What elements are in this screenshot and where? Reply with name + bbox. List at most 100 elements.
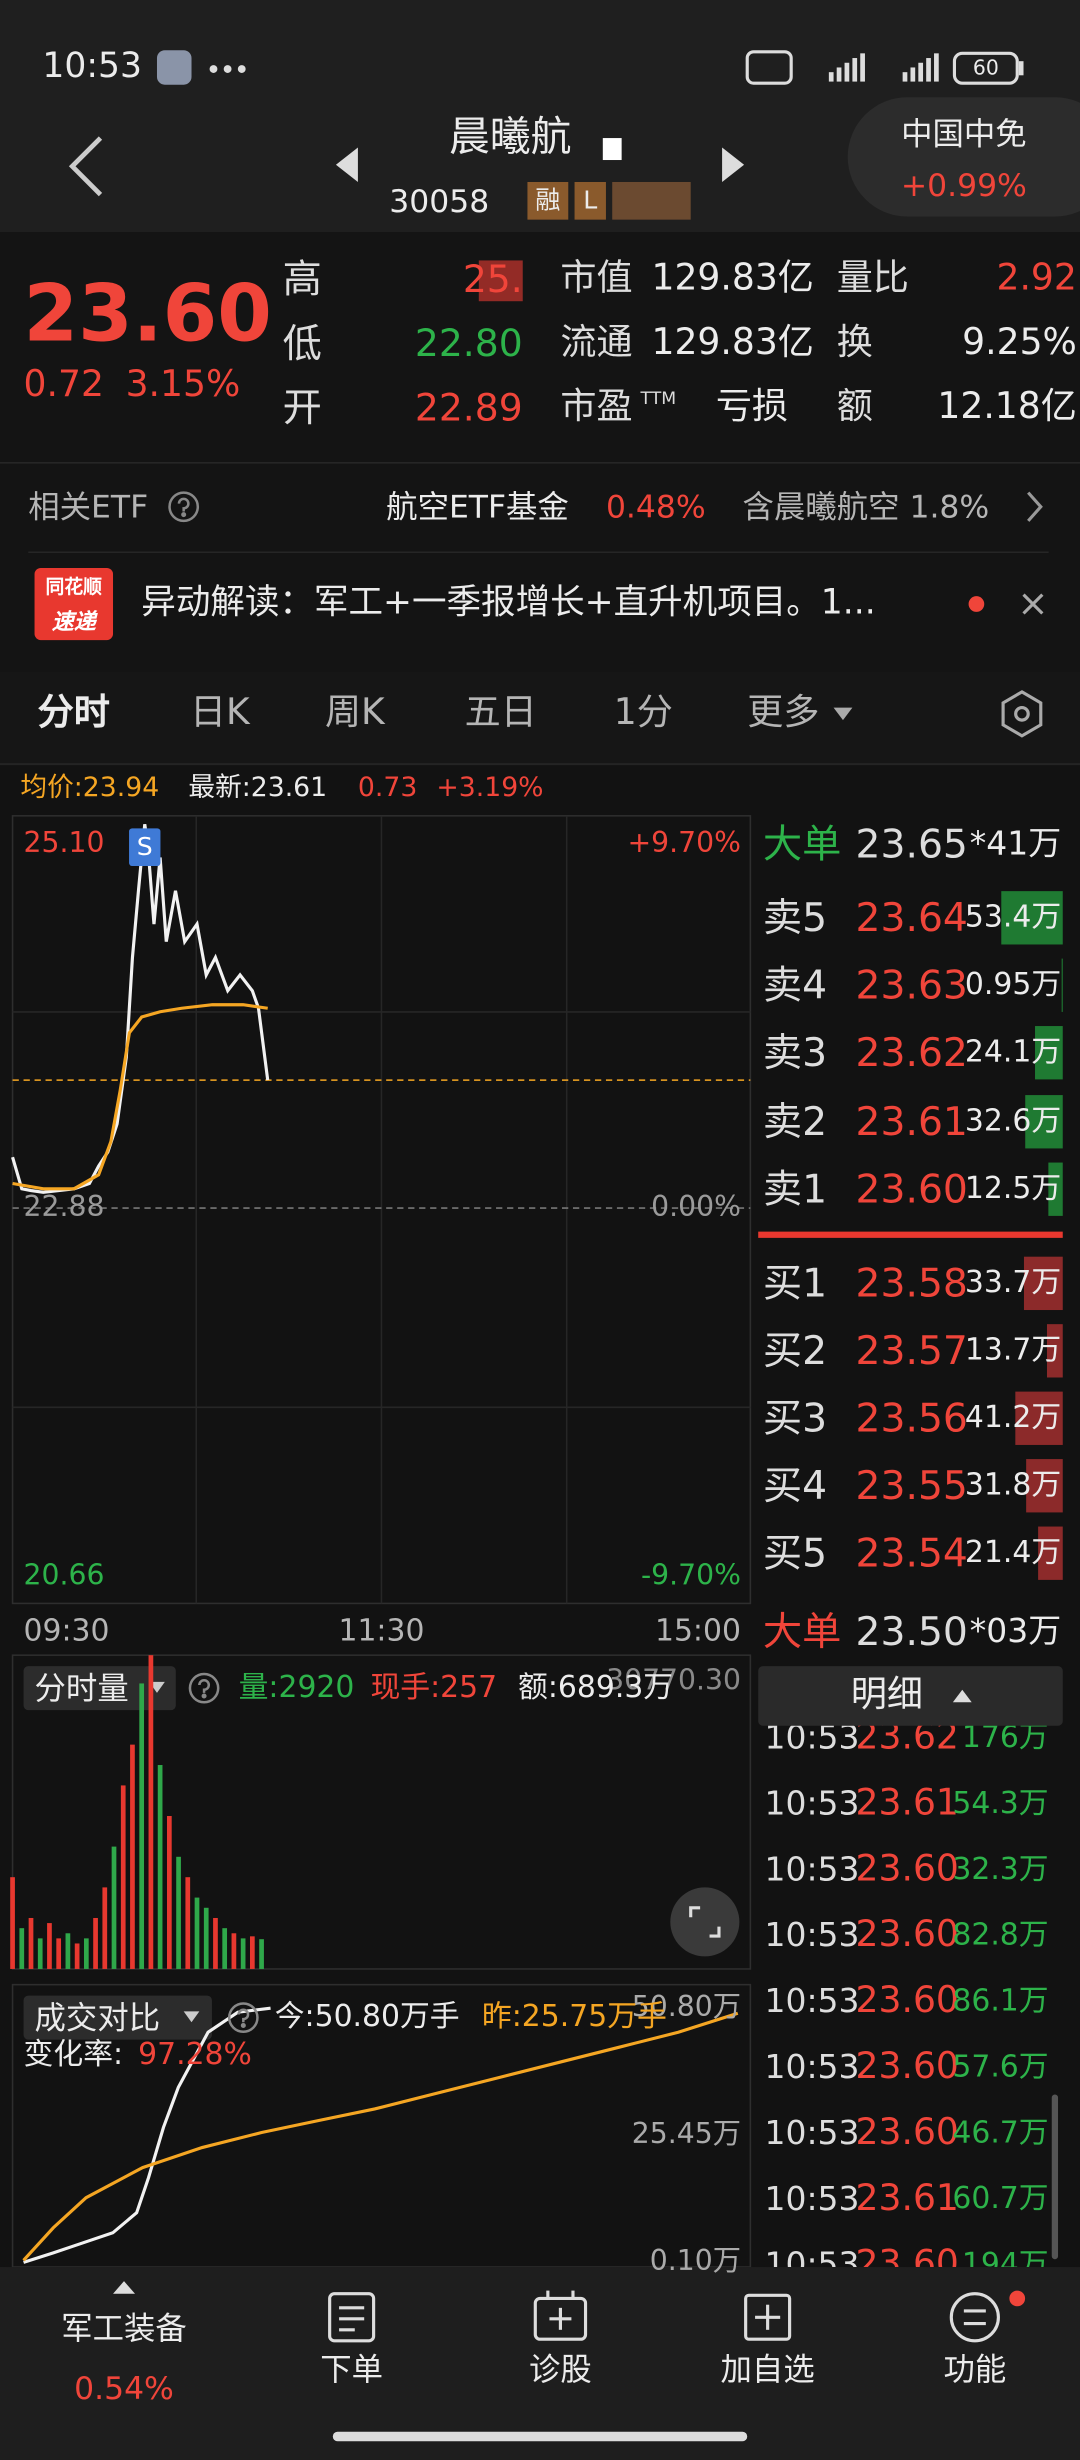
tab[interactable]: 五日 (464, 692, 537, 734)
depth-bar (1001, 891, 1063, 945)
stat-label: 流通 (560, 322, 633, 364)
nav-item[interactable]: 功能 (943, 2350, 1007, 2388)
book-price: 23.63 (855, 962, 968, 1009)
sector-name[interactable]: 军工装备 (61, 2309, 187, 2348)
help-icon (168, 491, 200, 523)
book-price: 23.64 (855, 895, 968, 941)
settings[interactable] (1001, 690, 1043, 738)
compare-lines (22, 2006, 739, 2264)
book-volume: 0.95万 (964, 967, 1062, 1002)
stat-label: 高 (282, 256, 322, 303)
obscured (478, 260, 523, 302)
expand-button[interactable] (670, 1887, 740, 1957)
volume-title[interactable]: 分时量 (34, 1669, 129, 1707)
series-line (23, 2006, 271, 2264)
book-volume: 12.5万 (964, 1171, 1062, 1206)
news-badge-top: 同花顺 (45, 575, 103, 598)
help-mark (177, 497, 190, 512)
signal-label: S (136, 831, 153, 862)
big-order-volume: *03万 (969, 1612, 1062, 1650)
etf-label: 相关ETF (28, 487, 149, 526)
prev-stock[interactable] (335, 147, 358, 182)
y-pct-label: +9.70% (627, 826, 741, 860)
trade-volume: 54.3万 (952, 1786, 1049, 1821)
trade-volume: 60.7万 (952, 2181, 1049, 2217)
stat-label: 市盈 (560, 386, 633, 428)
compare-title-bg[interactable] (23, 1995, 212, 2040)
tab[interactable]: 分时 (37, 692, 110, 734)
trade-time: 10:53 (764, 1916, 860, 1955)
book-volume: 41.2万 (964, 1400, 1062, 1435)
index-name[interactable]: 中国中免 (901, 114, 1027, 153)
depth-bar (1025, 1095, 1063, 1149)
quote-bg (0, 232, 1080, 672)
index-pill[interactable] (847, 97, 1080, 217)
book-price: 23.57 (855, 1328, 968, 1374)
book-label: 卖1 (762, 1166, 828, 1212)
book-label: 卖3 (762, 1029, 828, 1076)
book-volume: 33.7万 (964, 1265, 1062, 1300)
depth-bar (1046, 1324, 1063, 1378)
y-tick-label: 0.10万 (649, 2245, 741, 2279)
nav-item[interactable]: 下单 (320, 2350, 384, 2388)
index-change[interactable]: +0.99% (900, 166, 1027, 204)
volume-bar (194, 1897, 200, 1969)
trade-price: 23.61 (855, 2178, 959, 2220)
compare-today: 今:50.80万手 (274, 1999, 460, 2035)
price-change-pct: 3.15% (125, 364, 241, 406)
book-label: 买3 (762, 1395, 828, 1442)
more-dots (209, 65, 246, 73)
volume-bar (10, 1877, 15, 1969)
big-order-label: 大单 (762, 1608, 842, 1655)
stat-label: 低 (282, 320, 322, 367)
book-volume: 21.4万 (964, 1535, 1062, 1570)
etf-fund[interactable]: 航空ETF基金 (386, 487, 569, 526)
news-text[interactable]: 异动解读：军工+一季报增长+直升机项目。1... (141, 583, 876, 623)
back-button[interactable] (68, 136, 103, 197)
status-time: 10:53 (42, 47, 142, 87)
trade-volume: 82.8万 (952, 1917, 1049, 1953)
trade-price: 23.60 (855, 1980, 959, 2022)
book-label: 卖4 (762, 962, 828, 1009)
y-tick-label: 20.66 (23, 1559, 105, 1593)
trade-price: 23.60 (855, 1914, 959, 1956)
volume-title-bg[interactable] (23, 1666, 176, 1711)
news-badge-bottom: 速递 (51, 610, 96, 636)
trades-title[interactable]: 明细 (850, 1674, 924, 1716)
series-line (12, 1003, 268, 1191)
nav-item[interactable]: 加自选 (720, 2350, 815, 2388)
stock-name: 晨曦航 (448, 114, 572, 162)
nav-icons (328, 2290, 1000, 2343)
tab[interactable]: 1分 (613, 692, 673, 734)
help-mark (237, 2008, 250, 2023)
nav-item[interactable]: 诊股 (529, 2350, 592, 2388)
signal-icons (745, 50, 939, 85)
trade-price: 23.61 (855, 1783, 959, 1824)
stock-code: 30058 (389, 181, 490, 220)
tab[interactable]: 更多 (747, 692, 820, 734)
trades-list: 10:53 23.62 176万 10:53 23.61 54.3万 10:53 23.60 3… (0, 1726, 1080, 2267)
trades-arrow (952, 1689, 972, 1703)
series-line (11, 823, 270, 1194)
volume-bar (74, 1943, 80, 1969)
next-stock[interactable] (722, 147, 745, 182)
volume-bar (139, 1683, 145, 1969)
trade-price: 23.62 (855, 1725, 959, 1758)
stat-value: 25. (462, 257, 523, 302)
etf-chevron[interactable] (1027, 491, 1043, 522)
help-circle (168, 491, 200, 523)
stat-value: 9.25% (962, 322, 1077, 364)
scrollbar (1051, 2094, 1059, 2260)
book-volume: 53.4万 (964, 899, 1062, 935)
signal-marker (129, 828, 161, 867)
news-close[interactable] (1022, 593, 1044, 615)
compare-title[interactable]: 成交对比 (34, 1998, 161, 2037)
sector-change: 0.54% (74, 2369, 174, 2407)
volume-total: 量:2920 (238, 1670, 355, 1705)
tab[interactable]: 日K (189, 692, 250, 734)
tab[interactable]: 周K (324, 692, 385, 734)
volume-bar (222, 1928, 228, 1969)
more-arrow[interactable] (833, 707, 853, 721)
trades-header-bg[interactable] (758, 1666, 1063, 1726)
